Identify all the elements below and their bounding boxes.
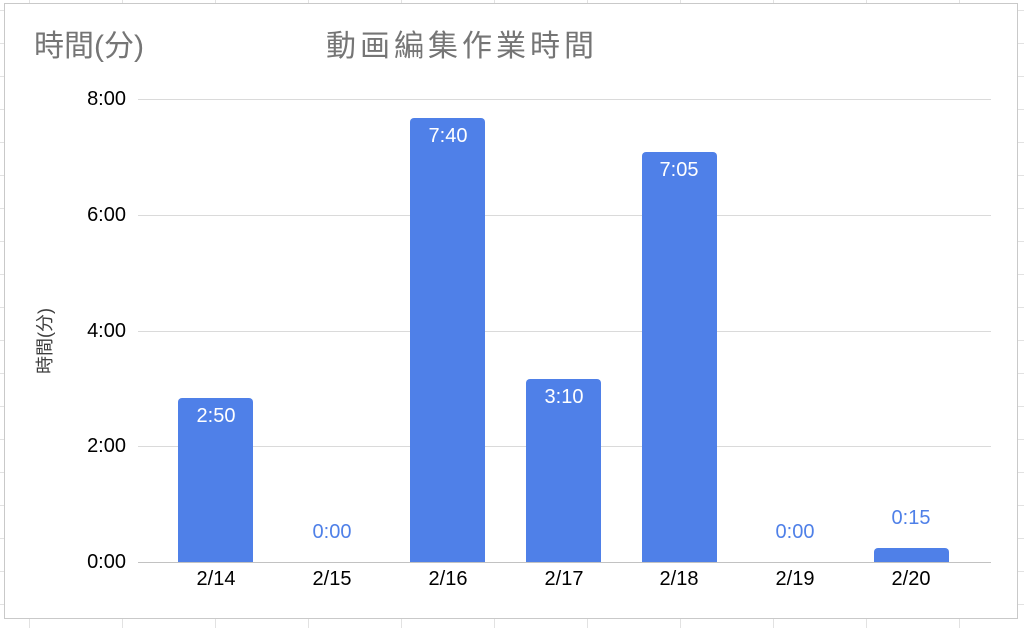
y-tick-label: 2:00 [87,435,126,457]
bar-value-label: 3:10 [544,386,584,408]
x-axis-label: 2/16 [428,568,468,590]
chart-corner-label: 時間(分) [34,30,144,63]
y-tick-label: 8:00 [87,88,126,110]
y-tick-label: 0:00 [87,551,126,573]
bar-2/14[interactable] [178,398,253,562]
y-axis-title: 時間(分) [35,308,55,374]
bar-2/18[interactable] [642,152,717,562]
y-tick-label: 4:00 [87,320,126,342]
bar-value-label: 0:15 [891,507,931,529]
chart-card[interactable]: 時間(分) 動画編集作業時間 時間(分) 0:00 2:00 4:00 6:00 8:0… [4,3,1018,619]
gridline [138,331,991,332]
bar-value-label: 7:05 [659,159,699,181]
chart-title: 動画編集作業時間 [326,30,598,63]
bar-value-label: 2:50 [196,405,236,427]
x-axis-baseline [138,562,991,563]
x-axis-label: 2/20 [891,568,931,590]
bar-2/17[interactable] [526,379,601,562]
gridline [138,99,991,100]
bar-value-label: 7:40 [428,125,468,147]
bar-value-label: 0:00 [312,521,352,543]
bar-2/16[interactable] [410,118,485,562]
y-tick-label: 6:00 [87,204,126,226]
bar-value-label: 0:00 [775,521,815,543]
bar-2/20[interactable] [874,548,949,562]
gridline [138,215,991,216]
x-axis-label: 2/14 [196,568,236,590]
x-axis-label: 2/18 [659,568,699,590]
x-axis-label: 2/19 [775,568,815,590]
x-axis-label: 2/17 [544,568,584,590]
x-axis-label: 2/15 [312,568,352,590]
